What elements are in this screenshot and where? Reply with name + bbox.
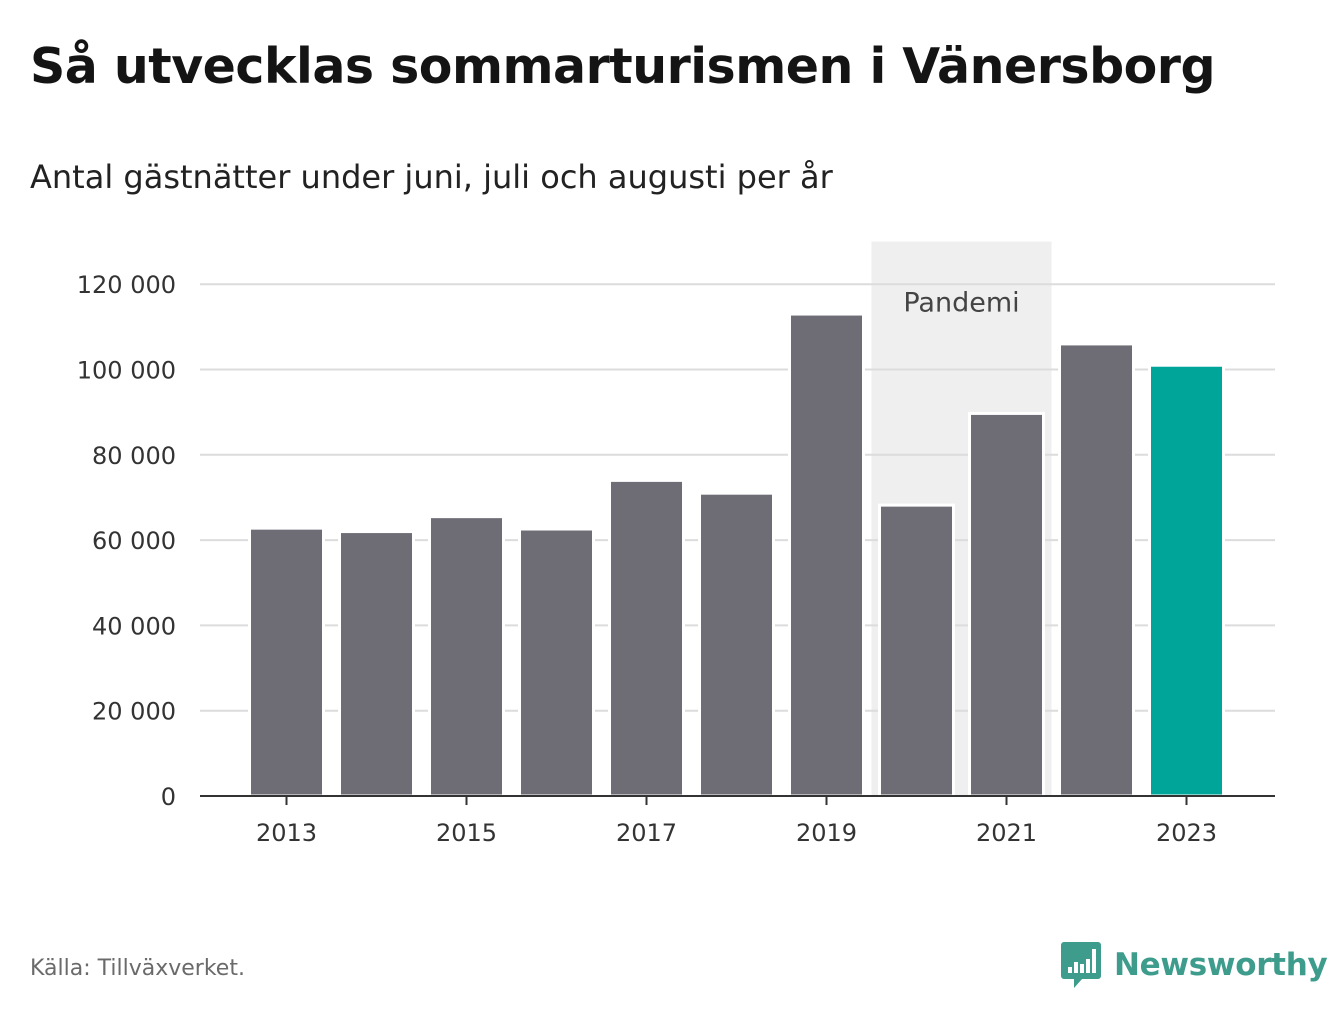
bar-2023 [1148, 363, 1225, 798]
x-tick-label: 2015 [436, 819, 497, 847]
source-note: Källa: Tillväxverket. [30, 956, 245, 981]
y-tick-label: 40 000 [92, 612, 176, 640]
x-tick-label: 2013 [256, 819, 317, 847]
brand-logo: Newsworthy [1060, 940, 1328, 990]
x-tick-label: 2017 [616, 819, 677, 847]
bar-2020 [878, 503, 955, 798]
x-tick-label: 2019 [796, 819, 857, 847]
bar-2019 [788, 312, 865, 798]
bar-2022 [1058, 342, 1135, 798]
bar-2016 [518, 527, 595, 798]
y-tick-label: 80 000 [92, 442, 176, 470]
newsworthy-logo-icon [1061, 942, 1101, 988]
chart-subtitle: Antal gästnätter under juni, juli och au… [30, 158, 833, 196]
bar-2013 [248, 526, 325, 798]
y-tick-label: 120 000 [77, 271, 176, 299]
y-tick-label: 0 [161, 783, 176, 811]
chart-title: Så utvecklas sommarturismen i Vänersborg [30, 38, 1216, 95]
bar-2021 [968, 411, 1045, 798]
brand-name: Newsworthy [1114, 947, 1328, 983]
bars [248, 312, 1225, 798]
x-tick-label: 2023 [1156, 819, 1217, 847]
bar-2017 [608, 478, 685, 798]
bar-2018 [698, 491, 775, 798]
axes: 0 20 000 40 000 60 000 80 000 100 000 120 000 2… [77, 271, 1275, 847]
y-tick-label: 100 000 [77, 357, 176, 385]
y-tick-label: 20 000 [92, 698, 176, 726]
bar-2015 [428, 515, 505, 798]
bar-2014 [338, 530, 415, 798]
y-tick-label: 60 000 [92, 527, 176, 555]
annotation-band-label: Pandemi [903, 288, 1019, 319]
x-tick-label: 2021 [976, 819, 1037, 847]
